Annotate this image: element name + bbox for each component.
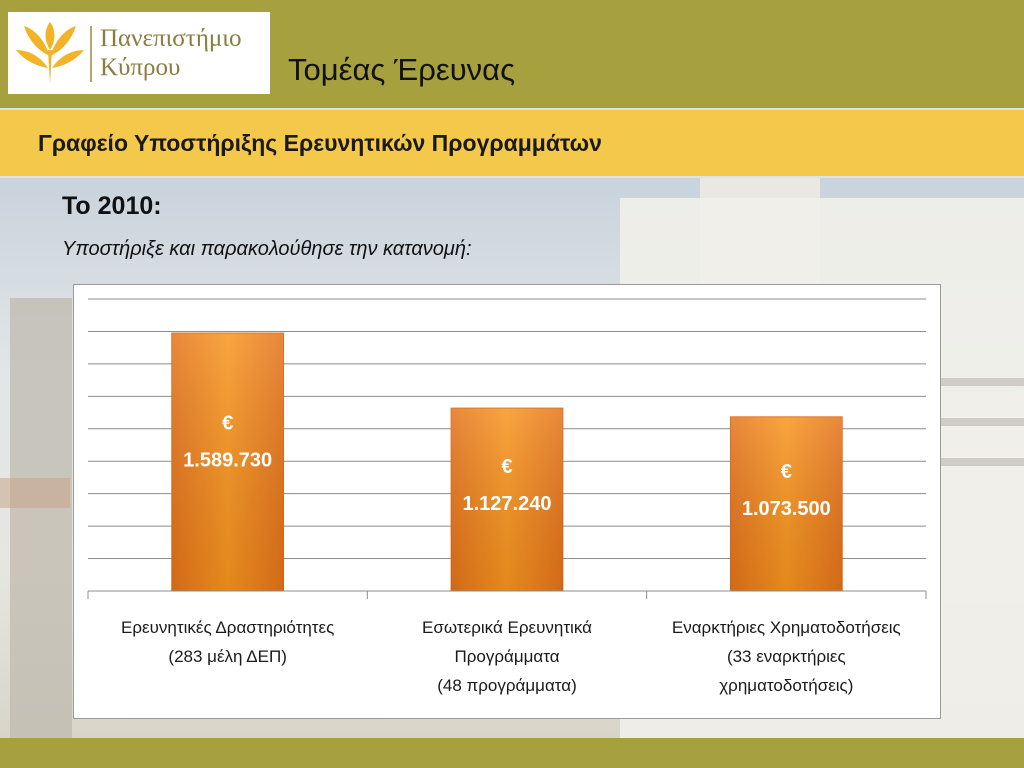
logo-line-1: Πανεπιστήμιο — [100, 25, 242, 52]
x-tick-label: Ερευνητικές Δραστηριότητες — [121, 618, 334, 637]
x-tick-label: (283 μέλη ΔΕΠ) — [168, 647, 287, 666]
x-tick-label: χρηματοδοτήσεις) — [719, 676, 853, 695]
logo-line-2: Κύπρου — [100, 54, 181, 81]
bar-shading — [451, 408, 563, 591]
logo-divider — [90, 26, 92, 82]
logo-wordmark: Πανεπιστήμιο Κύπρου — [100, 24, 242, 82]
x-tick-label: (33 εναρκτήριες — [727, 647, 846, 666]
data-label: € — [781, 461, 792, 483]
intro-text: Υποστήριξε και παρακολούθησε την κατανομ… — [62, 238, 472, 260]
railing-shape — [930, 418, 1024, 426]
university-logo: Πανεπιστήμιο Κύπρου — [8, 12, 270, 94]
data-label: € — [222, 412, 233, 434]
subheader-title: Γραφείο Υποστήριξης Ερευνητικών Προγραμμ… — [38, 130, 602, 156]
bar-chart: €1.589.730 Ερευνητικές Δραστηριότητες (283… — [73, 284, 941, 719]
x-tick-label: (48 προγράμματα) — [437, 676, 577, 695]
olive-branch-icon — [16, 22, 84, 84]
x-tick-label: Εσωτερικά Ερευνητικά — [422, 618, 592, 637]
roof-shape — [0, 478, 70, 508]
railing-shape — [930, 378, 1024, 386]
data-label: 1.589.730 — [183, 449, 272, 471]
data-label: 1.127.240 — [463, 493, 552, 515]
x-tick-label: Εναρκτήριες Χρηματοδοτήσεις — [672, 618, 901, 637]
slide-footer — [0, 738, 1024, 768]
data-label: € — [501, 456, 512, 478]
year-heading: Το 2010: — [62, 192, 162, 220]
subheader-band: Γραφείο Υποστήριξης Ερευνητικών Προγραμμ… — [0, 110, 1024, 176]
railing-shape — [930, 458, 1024, 466]
bar-shading — [730, 416, 843, 591]
chart-canvas: €1.589.730 Ερευνητικές Δραστηριότητες (283… — [87, 298, 927, 695]
page-title: Τομέας Έρευνας — [288, 52, 516, 87]
clock-tower-shape — [10, 298, 72, 738]
x-tick-label: Προγράμματα — [454, 647, 559, 666]
bar-shading — [171, 333, 284, 591]
data-label: 1.073.500 — [742, 498, 831, 520]
slide-header: Πανεπιστήμιο Κύπρου Τομέας Έρευνας — [0, 0, 1024, 108]
